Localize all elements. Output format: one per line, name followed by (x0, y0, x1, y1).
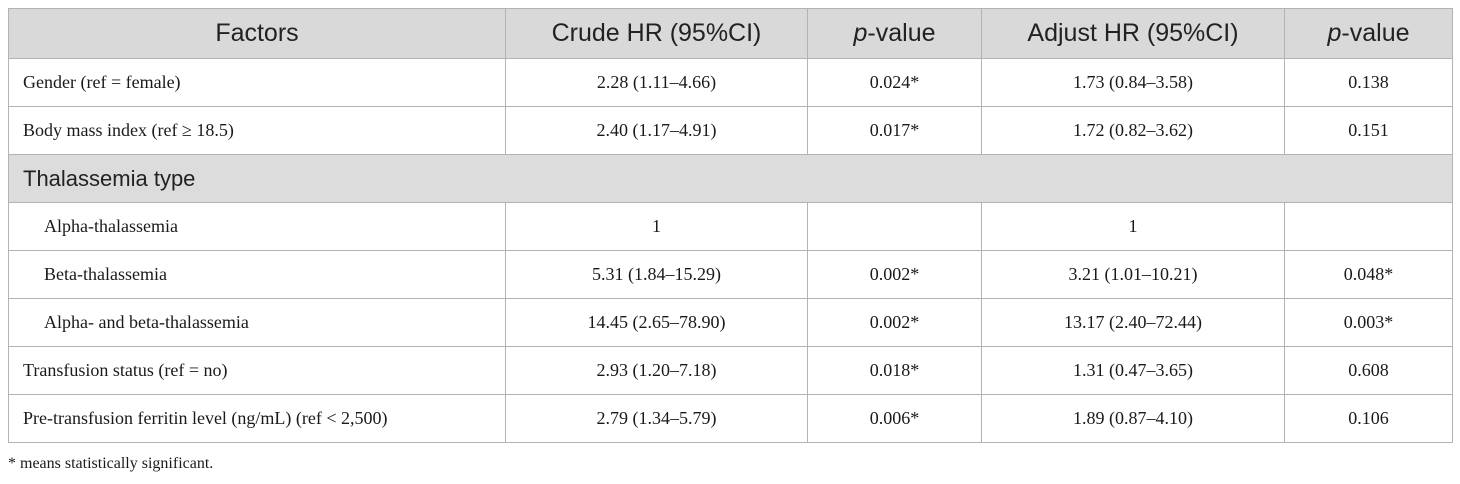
adjust-hr-cell: 3.21 (1.01–10.21) (981, 250, 1285, 299)
table-row: Pre-transfusion ferritin level (ng/mL) (… (8, 394, 1453, 443)
table-row: Transfusion status (ref = no) 2.93 (1.20… (8, 346, 1453, 395)
p-italic: p (1327, 19, 1342, 47)
factor-cell: Alpha- and beta-thalassemia (8, 298, 506, 347)
adjust-hr-cell: 1.72 (0.82–3.62) (981, 106, 1285, 155)
header-crude-hr: Crude HR (95%CI) (505, 8, 808, 59)
header-adjust-p-value: p-value (1284, 8, 1453, 59)
table-row: Alpha-thalassemia 1 1 (8, 202, 1453, 251)
table-row: Beta-thalassemia 5.31 (1.84–15.29) 0.002… (8, 250, 1453, 299)
crude-p-cell: 0.002* (807, 298, 982, 347)
adjust-p-cell: 0.106 (1284, 394, 1453, 443)
crude-hr-cell: 1 (505, 202, 808, 251)
crude-hr-cell: 14.45 (2.65–78.90) (505, 298, 808, 347)
adjust-p-cell: 0.003* (1284, 298, 1453, 347)
factor-cell: Alpha-thalassemia (8, 202, 506, 251)
hazard-ratio-table: Factors Crude HR (95%CI) p-value Adjust … (8, 8, 1453, 443)
crude-p-cell: 0.006* (807, 394, 982, 443)
header-crude-p-value: p-value (807, 8, 982, 59)
table-row: Body mass index (ref ≥ 18.5) 2.40 (1.17–… (8, 106, 1453, 155)
crude-p-cell: 0.018* (807, 346, 982, 395)
header-row: Factors Crude HR (95%CI) p-value Adjust … (8, 8, 1453, 59)
factor-cell: Transfusion status (ref = no) (8, 346, 506, 395)
adjust-hr-cell: 1.31 (0.47–3.65) (981, 346, 1285, 395)
p-value-suffix: -value (867, 19, 936, 47)
adjust-hr-cell: 1.73 (0.84–3.58) (981, 58, 1285, 107)
p-value-suffix: -value (1341, 19, 1410, 47)
table-header: Factors Crude HR (95%CI) p-value Adjust … (8, 8, 1453, 59)
header-adjust-hr: Adjust HR (95%CI) (981, 8, 1285, 59)
adjust-p-cell: 0.151 (1284, 106, 1453, 155)
crude-hr-cell: 5.31 (1.84–15.29) (505, 250, 808, 299)
crude-p-cell: 0.024* (807, 58, 982, 107)
crude-hr-cell: 2.79 (1.34–5.79) (505, 394, 808, 443)
table-row: Alpha- and beta-thalassemia 14.45 (2.65–… (8, 298, 1453, 347)
adjust-p-cell: 0.608 (1284, 346, 1453, 395)
section-heading: Thalassemia type (8, 154, 1453, 203)
crude-p-cell (807, 202, 982, 251)
factor-cell: Body mass index (ref ≥ 18.5) (8, 106, 506, 155)
crude-p-cell: 0.017* (807, 106, 982, 155)
crude-hr-cell: 2.93 (1.20–7.18) (505, 346, 808, 395)
factor-cell: Beta-thalassemia (8, 250, 506, 299)
table-row: Gender (ref = female) 2.28 (1.11–4.66) 0… (8, 58, 1453, 107)
table-body: Gender (ref = female) 2.28 (1.11–4.66) 0… (8, 58, 1453, 443)
adjust-hr-cell: 13.17 (2.40–72.44) (981, 298, 1285, 347)
crude-p-cell: 0.002* (807, 250, 982, 299)
adjust-p-cell (1284, 202, 1453, 251)
adjust-hr-cell: 1 (981, 202, 1285, 251)
factor-cell: Pre-transfusion ferritin level (ng/mL) (… (8, 394, 506, 443)
p-italic: p (853, 19, 868, 47)
table-footnote: * means statistically significant. (8, 455, 214, 472)
crude-hr-cell: 2.28 (1.11–4.66) (505, 58, 808, 107)
adjust-p-cell: 0.048* (1284, 250, 1453, 299)
adjust-hr-cell: 1.89 (0.87–4.10) (981, 394, 1285, 443)
section-row: Thalassemia type (8, 154, 1453, 203)
adjust-p-cell: 0.138 (1284, 58, 1453, 107)
factor-cell: Gender (ref = female) (8, 58, 506, 107)
header-factors: Factors (8, 8, 506, 59)
crude-hr-cell: 2.40 (1.17–4.91) (505, 106, 808, 155)
